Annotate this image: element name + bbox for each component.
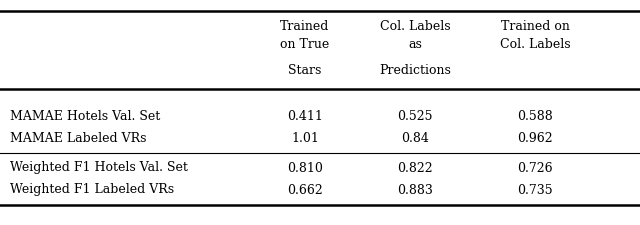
Text: 0.525: 0.525: [397, 110, 433, 122]
Text: 0.735: 0.735: [517, 184, 553, 196]
Text: 1.01: 1.01: [291, 131, 319, 144]
Text: 0.662: 0.662: [287, 184, 323, 196]
Text: Predictions: Predictions: [379, 63, 451, 76]
Text: Trained: Trained: [280, 20, 330, 34]
Text: 0.810: 0.810: [287, 162, 323, 175]
Text: 0.822: 0.822: [397, 162, 433, 175]
Text: Stars: Stars: [288, 63, 322, 76]
Text: on True: on True: [280, 38, 330, 50]
Text: Col. Labels: Col. Labels: [500, 38, 570, 50]
Text: Trained on: Trained on: [500, 20, 570, 34]
Text: MAMAE Labeled VRs: MAMAE Labeled VRs: [10, 131, 147, 144]
Text: Weighted F1 Labeled VRs: Weighted F1 Labeled VRs: [10, 184, 174, 196]
Text: 0.883: 0.883: [397, 184, 433, 196]
Text: Weighted F1 Hotels Val. Set: Weighted F1 Hotels Val. Set: [10, 162, 188, 175]
Text: as: as: [408, 38, 422, 50]
Text: Col. Labels: Col. Labels: [380, 20, 451, 34]
Text: 0.84: 0.84: [401, 131, 429, 144]
Text: 0.411: 0.411: [287, 110, 323, 122]
Text: MAMAE Hotels Val. Set: MAMAE Hotels Val. Set: [10, 110, 160, 122]
Text: 0.588: 0.588: [517, 110, 553, 122]
Text: 0.726: 0.726: [517, 162, 553, 175]
Text: 0.962: 0.962: [517, 131, 553, 144]
